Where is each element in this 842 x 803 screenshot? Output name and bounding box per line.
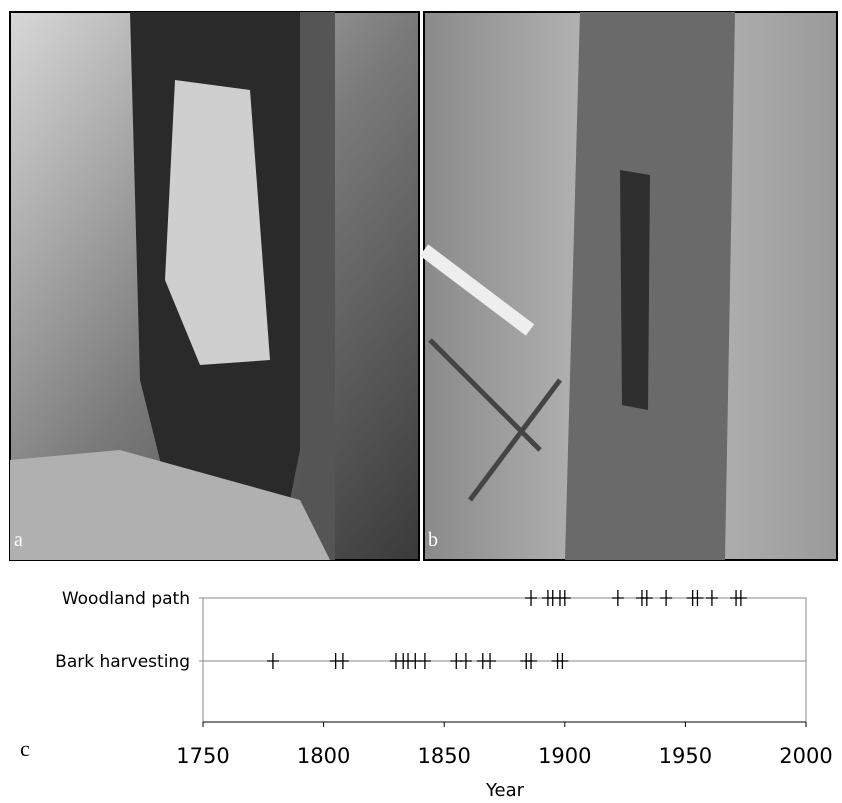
strip-mark-shape xyxy=(706,590,718,606)
strip-mark-shape xyxy=(419,653,431,669)
figure: a b c Year 1750 1800 1850 1900 1950 2000 Woodl… xyxy=(0,0,842,803)
strip-mark xyxy=(460,653,472,669)
x-tick-label: 1850 xyxy=(417,744,470,768)
strip-mark-shape xyxy=(525,590,537,606)
row-label: Woodland path xyxy=(62,589,190,609)
strip-mark-shape xyxy=(460,653,472,669)
strip-mark-shape xyxy=(267,653,279,669)
strip-mark-shape xyxy=(660,590,672,606)
strip-chart: 1750 1800 1850 1900 1950 2000 Woodland path Bar… xyxy=(55,589,833,768)
photo-b xyxy=(424,12,837,560)
strip-mark xyxy=(612,590,624,606)
panel-label: c xyxy=(20,736,30,761)
row-label: Bark harvesting xyxy=(55,652,190,672)
plot-frame xyxy=(203,598,806,722)
strip-mark xyxy=(525,590,537,606)
x-tick-label: 1900 xyxy=(538,744,591,768)
strip-mark xyxy=(267,653,279,669)
x-tick-label: 1750 xyxy=(176,744,229,768)
x-tick-label: 2000 xyxy=(779,744,832,768)
photo-a xyxy=(10,12,419,560)
strip-mark xyxy=(337,653,349,669)
x-tick-label: 1950 xyxy=(659,744,712,768)
panel-label: a xyxy=(14,529,23,551)
strip-mark-shape xyxy=(484,653,496,669)
panel-label: b xyxy=(428,529,438,551)
x-tick-label: 1800 xyxy=(297,744,350,768)
x-axis-label: Year xyxy=(485,780,525,801)
strip-mark xyxy=(419,653,431,669)
strip-mark-shape xyxy=(612,590,624,606)
strip-mark xyxy=(660,590,672,606)
strip-mark-shape xyxy=(337,653,349,669)
strip-mark xyxy=(484,653,496,669)
strip-mark xyxy=(706,590,718,606)
